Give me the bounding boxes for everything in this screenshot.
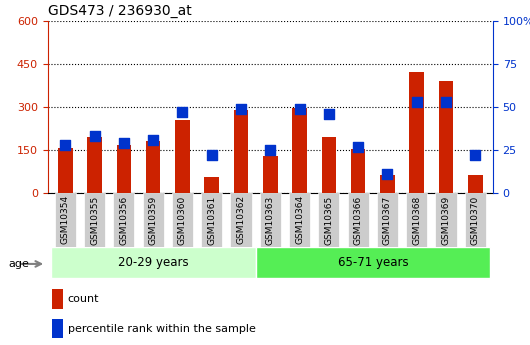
Text: GSM10370: GSM10370 [471,195,480,245]
Point [120,140,128,146]
Bar [465,193,486,247]
Bar [87,137,102,193]
Text: GSM10365: GSM10365 [324,195,333,245]
Bar [380,175,395,193]
Bar [377,193,398,247]
Bar [113,193,135,247]
Bar [55,193,76,247]
Text: GDS473 / 236930_at: GDS473 / 236930_at [48,4,191,18]
Text: GSM10360: GSM10360 [178,195,187,245]
Bar [439,81,453,193]
Bar [234,110,249,193]
Point [295,106,304,111]
Text: percentile rank within the sample: percentile rank within the sample [68,324,255,334]
Point [149,137,157,142]
Point [354,144,363,149]
Bar [58,148,73,193]
Bar [436,193,456,247]
Bar [172,193,193,247]
Point [412,99,421,105]
Bar [52,319,63,338]
Text: GSM10368: GSM10368 [412,195,421,245]
Bar [51,247,255,278]
Text: count: count [68,294,99,304]
Bar [117,145,131,193]
Text: GSM10369: GSM10369 [441,195,450,245]
Point [442,99,450,105]
Point [61,142,69,148]
Bar [143,193,164,247]
Bar [205,177,219,193]
Bar [409,72,424,193]
Bar [52,289,63,309]
Text: GSM10356: GSM10356 [119,195,128,245]
Bar [146,141,161,193]
Bar [322,137,336,193]
Bar [348,193,369,247]
Text: 20-29 years: 20-29 years [118,256,189,269]
Bar [351,149,366,193]
Point [207,152,216,158]
Bar [175,120,190,193]
Text: 65-71 years: 65-71 years [338,256,408,269]
Bar [263,156,278,193]
Point [237,106,245,111]
Bar [201,193,222,247]
Text: GSM10362: GSM10362 [236,195,245,245]
Text: GSM10361: GSM10361 [207,195,216,245]
Point [178,109,187,115]
Text: GSM10366: GSM10366 [354,195,363,245]
Point [471,152,480,158]
Text: GSM10363: GSM10363 [266,195,275,245]
Text: GSM10355: GSM10355 [90,195,99,245]
Text: GSM10359: GSM10359 [148,195,157,245]
Point [90,134,99,139]
Text: age: age [8,259,29,269]
Text: GSM10354: GSM10354 [61,195,70,245]
Bar [406,193,427,247]
Bar [255,247,490,278]
Bar [319,193,339,247]
Bar [292,108,307,193]
Bar [84,193,105,247]
Text: GSM10367: GSM10367 [383,195,392,245]
Text: GSM10364: GSM10364 [295,195,304,245]
Point [383,171,392,177]
Bar [468,175,483,193]
Point [325,111,333,117]
Point [266,147,275,153]
Bar [260,193,281,247]
Bar [231,193,252,247]
Bar [289,193,310,247]
